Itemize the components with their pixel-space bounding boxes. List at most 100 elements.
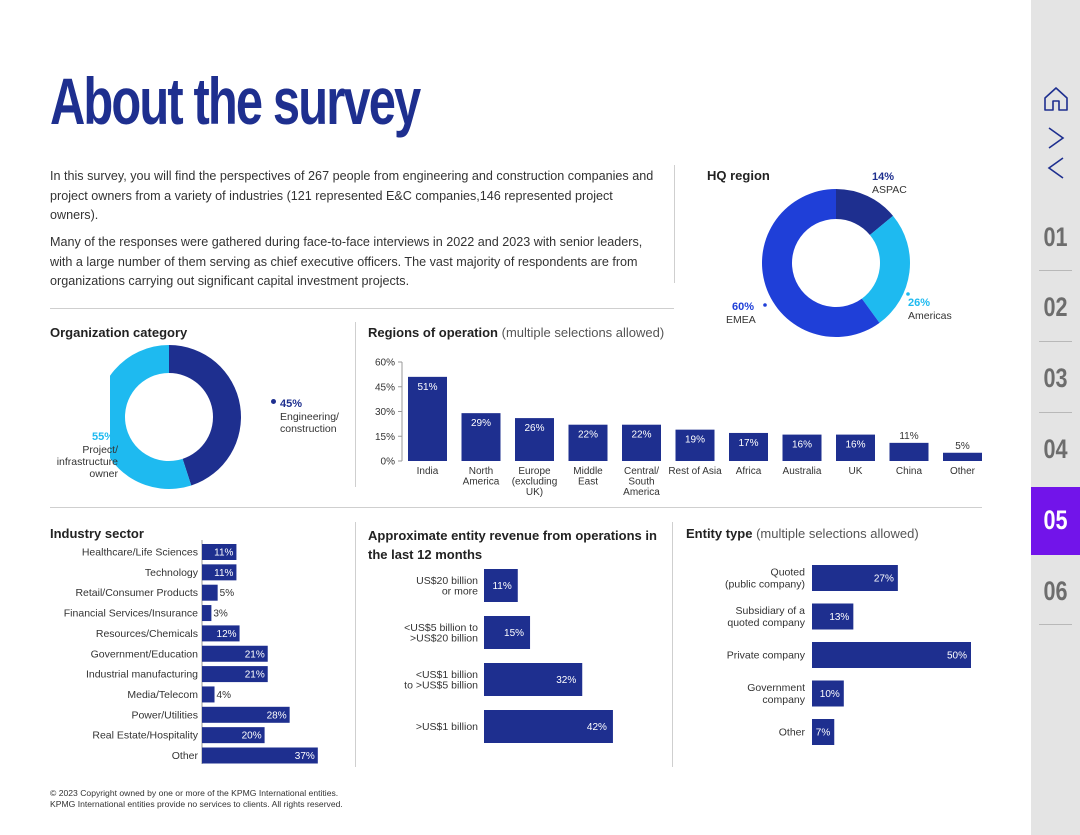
industry-title: Industry sector: [50, 526, 144, 541]
data-label: 5%: [220, 588, 235, 599]
x-tick-line: Europe: [518, 466, 551, 477]
x-tick-line: America: [463, 477, 500, 488]
x-tick-line: South: [628, 477, 654, 488]
x-tick-line: America: [623, 487, 660, 498]
data-label: 37%: [295, 751, 315, 762]
nav-item-03[interactable]: 03: [1043, 363, 1068, 393]
data-label: 20%: [242, 731, 262, 742]
bar: [408, 376, 447, 461]
hq-emea-label: EMEA: [726, 314, 756, 326]
revenue-chart: 11% US$20 billion or more 15% <US$5 billion …: [404, 569, 613, 743]
nav-divider: [1039, 412, 1072, 413]
bar: [202, 605, 212, 622]
data-label: 21%: [245, 649, 265, 660]
entity-type-subtitle: (multiple selections allowed): [756, 526, 919, 541]
data-label: 26%: [524, 423, 544, 434]
data-label: 50%: [947, 651, 967, 662]
chevron-left-icon[interactable]: [1045, 156, 1067, 180]
divider: [355, 322, 356, 487]
leader-dot: [906, 292, 910, 296]
data-label: 15%: [504, 628, 524, 639]
bar: [202, 727, 265, 744]
x-tick-line: India: [417, 466, 439, 477]
category-line: to >US$5 billion: [404, 679, 478, 691]
x-tick-label: China: [896, 466, 923, 477]
nav-item-04[interactable]: 04: [1043, 434, 1068, 464]
nav-item-05[interactable]: 05: [1043, 505, 1068, 535]
divider: [672, 522, 673, 767]
data-label: 22%: [578, 430, 598, 441]
home-icon[interactable]: [1043, 86, 1069, 112]
bar: [782, 434, 822, 461]
category-line: <US$1 billion: [416, 669, 478, 681]
nav-item-01[interactable]: 01: [1043, 222, 1068, 252]
data-label: 51%: [417, 382, 437, 393]
x-tick-line: East: [578, 477, 598, 488]
revenue-title: Approximate entity revenue from operatio…: [368, 528, 657, 562]
hq-region-slice-1: [861, 215, 910, 323]
hq-region-chart: [762, 189, 910, 337]
category-label: Quoted (public company): [725, 567, 805, 591]
divider: [674, 165, 675, 283]
category-label: Government/Education: [91, 648, 199, 660]
leader-dot: [271, 399, 276, 404]
nav-item-06[interactable]: 06: [1043, 576, 1068, 606]
bar: [202, 747, 318, 764]
y-tick-label: 0%: [381, 457, 396, 468]
category-line: Other: [779, 727, 806, 739]
x-tick-line: North: [469, 466, 493, 477]
data-label: 42%: [587, 722, 607, 733]
bar: [568, 424, 608, 461]
entity-type-title: Entity type (multiple selections allowed…: [686, 526, 919, 541]
hq-americas-label: Americas: [908, 310, 952, 322]
org-owner-label: Project/ infrastructure owner: [56, 444, 118, 480]
bar: [729, 432, 768, 461]
hq-aspac-label: ASPAC: [872, 184, 907, 196]
category-label: <US$1 billion to >US$5 billion: [404, 669, 478, 692]
data-label: 28%: [267, 710, 287, 721]
category-label: Retail/Consumer Products: [75, 587, 198, 599]
x-tick-label: India: [417, 466, 439, 477]
category-label: Media/Telecom: [127, 689, 198, 701]
nav-divider: [1039, 341, 1072, 342]
category-label: Subsidiary of a quoted company: [727, 605, 805, 629]
x-tick-line: Central/: [624, 466, 659, 477]
entity-type-title-text: Entity type: [686, 526, 753, 541]
y-tick-label: 45%: [375, 382, 395, 393]
chevron-right-icon[interactable]: [1045, 126, 1067, 150]
footer-copyright: © 2023 Copyright owned by one or more of…: [50, 788, 343, 809]
x-tick-line: China: [896, 466, 923, 477]
x-tick-line: Africa: [736, 466, 762, 477]
category-line: or more: [442, 585, 478, 597]
category-line: Quoted: [771, 567, 806, 579]
x-tick-label: Middle East: [573, 466, 603, 488]
bar: [515, 418, 554, 461]
regions-subtitle: (multiple selections allowed): [501, 325, 665, 340]
category-label: Private company: [727, 650, 806, 662]
footer-line-1: © 2023 Copyright owned by one or more of…: [50, 788, 339, 798]
footer-line-2: KPMG International entities provide no s…: [50, 798, 343, 809]
bar: [812, 719, 835, 745]
category-label: Power/Utilities: [131, 709, 198, 721]
category-line: >US$1 billion: [416, 721, 478, 733]
nav-item-02[interactable]: 02: [1043, 292, 1068, 322]
bar: [202, 544, 237, 560]
data-label: 11%: [899, 431, 918, 442]
x-tick-label: UK: [849, 466, 863, 477]
category-label: Industrial manufacturing: [86, 669, 198, 681]
leader-dot: [120, 435, 124, 439]
category-label: Other: [779, 727, 806, 739]
x-tick-line: UK: [849, 466, 863, 477]
org-ec-pct: 45%: [280, 398, 303, 410]
bar: [202, 584, 218, 601]
bar: [484, 569, 518, 602]
data-label: 32%: [556, 675, 576, 686]
entity-type-chart: 27% Quoted (public company) 13% Subsidiary o…: [725, 565, 971, 745]
sidebar-nav: 01 02 03 04 05 06: [1031, 0, 1080, 835]
divider: [355, 522, 356, 767]
category-label: <US$5 billion to >US$20 billion: [404, 622, 478, 645]
data-label: 16%: [845, 440, 865, 451]
bar: [943, 452, 982, 461]
divider: [50, 507, 982, 508]
